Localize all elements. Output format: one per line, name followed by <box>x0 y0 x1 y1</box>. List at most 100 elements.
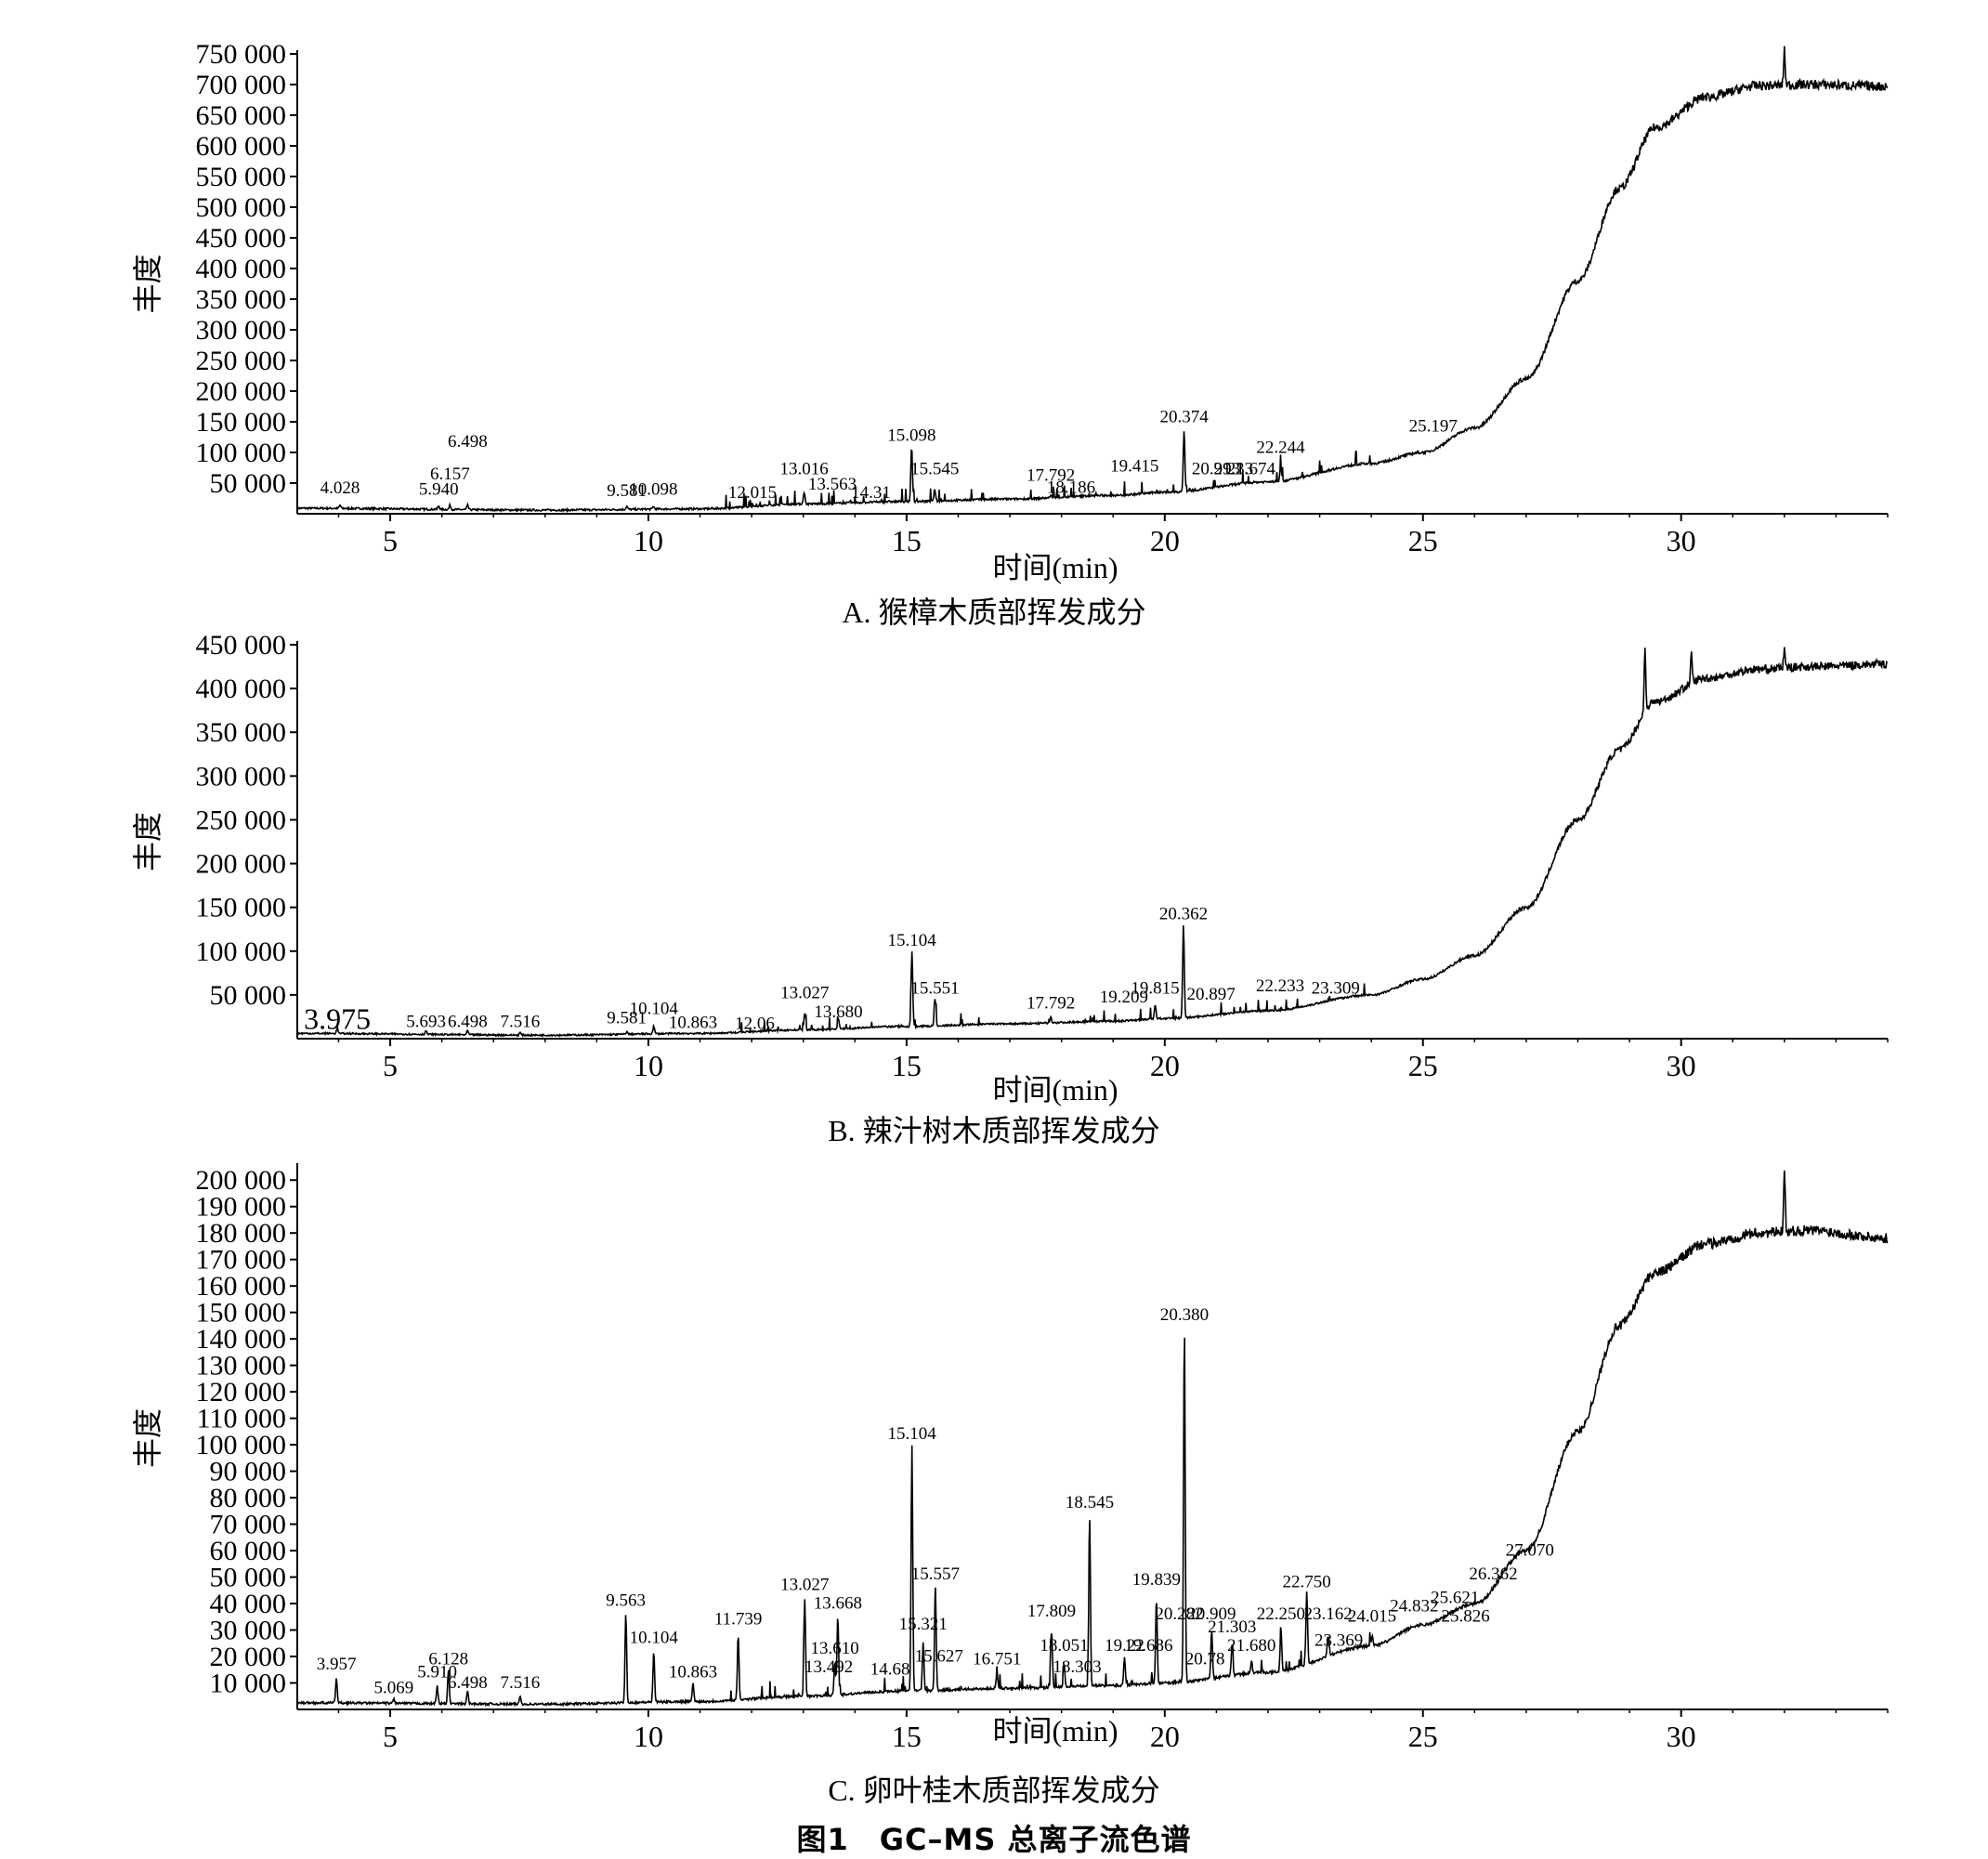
x-tick-label: 20 <box>1150 524 1180 557</box>
peak-label: 20.380 <box>1160 1305 1209 1325</box>
y-tick-label: 250 000 <box>196 805 287 835</box>
peak-label: 3.975 <box>304 1002 371 1035</box>
peak-label: 20.78 <box>1185 1649 1225 1669</box>
peak-label: 20.374 <box>1159 408 1209 427</box>
y-tick-label: 300 000 <box>196 761 287 792</box>
panel-caption: C. 卵叶桂木质部挥发成分 <box>828 1774 1159 1807</box>
chart-panel-b: 50 000 100 000 150 000 200 000 250 000 300 00… <box>131 630 1889 1147</box>
peak-label: 5.069 <box>374 1679 414 1698</box>
peak-label: 15.551 <box>910 979 959 999</box>
peak-label: 25.826 <box>1442 1607 1490 1627</box>
peak-label: 4.028 <box>320 478 360 498</box>
peak-label: 20.282 <box>1155 1604 1203 1624</box>
peak-label: 7.516 <box>501 1673 541 1693</box>
peak-label: 15.545 <box>910 460 959 479</box>
peak-label: 17.809 <box>1027 1602 1076 1621</box>
y-tick-label: 450 000 <box>196 223 287 254</box>
peak-label: 20.897 <box>1187 985 1236 1004</box>
x-tick-label: 30 <box>1667 524 1696 557</box>
peak-label: 22.244 <box>1256 439 1305 458</box>
peak-label: 10.863 <box>669 1013 717 1032</box>
x-tick-label: 10 <box>634 1720 663 1753</box>
peak-label: 24.015 <box>1348 1607 1396 1627</box>
peak-label: 13.016 <box>779 460 828 479</box>
peak-label: 9.581 <box>607 1009 647 1028</box>
y-tick-label: 150 000 <box>196 407 287 438</box>
peak-label: 5.910 <box>417 1663 457 1682</box>
peak-label: 12.06 <box>735 1014 775 1033</box>
peak-label: 6.128 <box>428 1649 468 1669</box>
peak-label: 15.321 <box>899 1615 948 1634</box>
peak-label: 17.792 <box>1027 465 1075 485</box>
peak-label: 23.369 <box>1314 1630 1363 1650</box>
y-axis-title: 丰度 <box>131 254 164 313</box>
y-tick-label: 100 000 <box>196 1430 287 1460</box>
y-tick-label: 350 000 <box>196 717 287 748</box>
peak-label: 13.027 <box>780 1576 829 1595</box>
y-tick-label: 180 000 <box>196 1218 287 1249</box>
peak-label: 19.815 <box>1131 979 1179 999</box>
y-axis-title: 丰度 <box>131 1408 164 1468</box>
peak-label: 5.940 <box>419 479 459 499</box>
tic-trace <box>296 46 1889 514</box>
peak-label: 25.197 <box>1409 417 1458 437</box>
y-tick-label: 250 000 <box>196 346 287 376</box>
x-axis-title: 时间(min) <box>992 551 1118 584</box>
x-tick-label: 5 <box>383 524 398 557</box>
y-tick-label: 450 000 <box>196 630 287 661</box>
peak-label: 3.957 <box>317 1655 357 1674</box>
peak-label: 21.33 <box>1213 460 1253 479</box>
peak-label: 10.863 <box>669 1663 717 1682</box>
y-tick-label: 20 000 <box>210 1642 287 1672</box>
y-tick-label: 40 000 <box>210 1589 287 1619</box>
y-tick-label: 140 000 <box>196 1324 287 1355</box>
y-tick-label: 50 000 <box>210 1563 287 1593</box>
y-tick-label: 650 000 <box>196 100 287 131</box>
peak-label: 9.563 <box>606 1591 646 1611</box>
x-tick-label: 5 <box>383 1720 398 1753</box>
y-tick-label: 90 000 <box>210 1457 287 1487</box>
y-tick-label: 150 000 <box>196 1298 287 1329</box>
peak-label: 9.581 <box>607 481 647 501</box>
peak-label: 27.070 <box>1506 1540 1554 1560</box>
figure-title: 图1 GC–MS 总离子流色谱 <box>796 1822 1192 1857</box>
peak-label: 13.492 <box>804 1657 853 1677</box>
peak-label: 13.680 <box>814 1002 862 1022</box>
peak-label: 21.303 <box>1208 1617 1256 1637</box>
peak-label: 21.674 <box>1227 460 1276 479</box>
x-tick-label: 25 <box>1408 524 1438 557</box>
y-tick-label: 30 000 <box>210 1616 287 1646</box>
peak-label: 21.680 <box>1227 1636 1275 1656</box>
y-tick-label: 400 000 <box>196 674 287 704</box>
x-tick-label: 10 <box>634 1049 663 1082</box>
peak-label: 20.909 <box>1187 1604 1236 1624</box>
x-tick-label: 20 <box>1150 1720 1180 1753</box>
x-tick-label: 5 <box>383 1049 398 1082</box>
peak-label: 19.686 <box>1124 1636 1172 1656</box>
tic-trace <box>296 1170 1889 1708</box>
peak-label: 18.545 <box>1066 1493 1114 1512</box>
peak-label: 18.051 <box>1040 1636 1088 1656</box>
y-tick-label: 50 000 <box>210 980 287 1011</box>
peak-label: 18.186 <box>1047 478 1095 498</box>
peak-label: 20.993 <box>1192 460 1240 479</box>
y-tick-label: 350 000 <box>196 284 287 315</box>
peak-label: 6.157 <box>430 465 470 484</box>
peak-label: 13.563 <box>808 475 857 494</box>
peak-label: 23.162 <box>1303 1604 1352 1624</box>
peak-label: 14.68 <box>870 1660 910 1680</box>
panel-caption: A. 猴樟木质部挥发成分 <box>842 596 1145 629</box>
y-tick-label: 600 000 <box>196 131 287 162</box>
peak-label: 5.693 <box>406 1012 446 1031</box>
panel-caption: B. 辣汁树木质部挥发成分 <box>828 1114 1159 1147</box>
x-tick-label: 25 <box>1408 1720 1438 1753</box>
peak-label: 22.750 <box>1283 1573 1331 1592</box>
x-tick-label: 15 <box>892 524 922 557</box>
peak-label: 19.415 <box>1110 456 1158 476</box>
peak-label: 13.668 <box>814 1593 862 1613</box>
y-tick-label: 150 000 <box>196 893 287 923</box>
y-tick-label: 70 000 <box>210 1510 287 1540</box>
